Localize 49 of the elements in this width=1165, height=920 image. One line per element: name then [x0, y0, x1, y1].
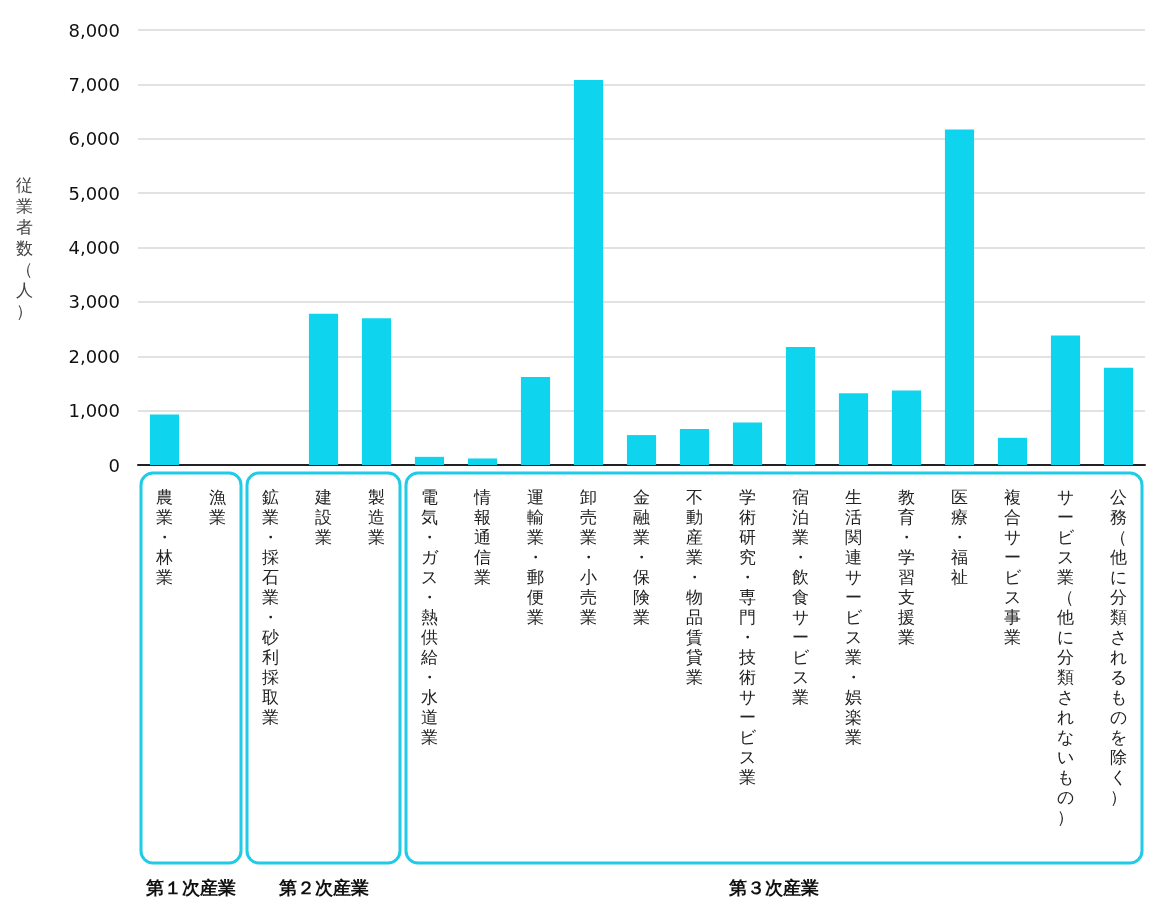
- bar: [626, 435, 657, 465]
- bar: [997, 437, 1028, 465]
- bar: [1050, 335, 1081, 465]
- category-label: 鉱業・採石業・砂利採取業: [262, 487, 279, 727]
- y-tick-label: 7,000: [68, 73, 120, 95]
- y-tick-label: 0: [108, 454, 120, 476]
- bar: [679, 429, 710, 465]
- y-tick-label: 1,000: [68, 400, 120, 422]
- bar: [573, 80, 604, 465]
- bar: [838, 393, 869, 465]
- x-tick-label: 製造業: [368, 487, 385, 547]
- bar: [149, 414, 180, 465]
- category-label: 生活関連サービス業・娯楽業: [845, 487, 862, 747]
- category-label: 公務（他に分類されるものを除く）: [1110, 487, 1127, 807]
- bar: [1103, 367, 1134, 465]
- text: 第３次産業: [728, 876, 819, 898]
- x-tick-label: 金融業・保険業: [633, 487, 650, 627]
- category-label: 学術研究・専門・技術サービス業: [739, 487, 756, 787]
- x-tick-label: 医療・福祉: [951, 487, 968, 587]
- x-tick-label: 漁業: [209, 487, 226, 527]
- text: 第１次産業: [145, 876, 236, 898]
- category-label: サービス業（他に分類されないもの）: [1057, 487, 1074, 827]
- bar: [467, 458, 498, 465]
- y-tick-label: 4,000: [68, 237, 120, 258]
- y-tick-label: 3,000: [68, 291, 120, 313]
- bar: [414, 456, 445, 465]
- x-tick-label: 複合サービス事業: [1004, 487, 1022, 647]
- x-tick-label: 情報通信業: [473, 487, 491, 587]
- x-tick-label: 運輸業・郵便業: [527, 487, 544, 627]
- x-tick-label: 農業・林業: [155, 487, 173, 587]
- y-axis-title: 従業者数（人）: [16, 174, 33, 321]
- bar: [520, 376, 551, 465]
- category-label: 電気・ガス・熱供給・水道業: [421, 487, 438, 747]
- x-tick-label: 教育・学習支援業: [898, 487, 915, 647]
- bar: [891, 390, 922, 465]
- bar: [732, 422, 763, 465]
- bar: [944, 129, 975, 465]
- category-label: 不動産業・物品賃貸業: [686, 487, 703, 687]
- category-label: 宿泊業・飲食サービス業: [792, 487, 809, 707]
- bar: [361, 318, 392, 465]
- bar: [785, 347, 816, 465]
- y-tick-label: 5,000: [68, 182, 120, 204]
- bar: [308, 313, 339, 465]
- x-tick-label: 建設業: [314, 487, 332, 547]
- x-tick-label: 卸売業・小売業: [580, 487, 597, 627]
- y-tick-label: 8,000: [68, 19, 120, 41]
- y-tick-label: 2,000: [68, 345, 120, 367]
- y-tick-label: 6,000: [68, 128, 120, 150]
- text: 第２次産業: [277, 876, 369, 898]
